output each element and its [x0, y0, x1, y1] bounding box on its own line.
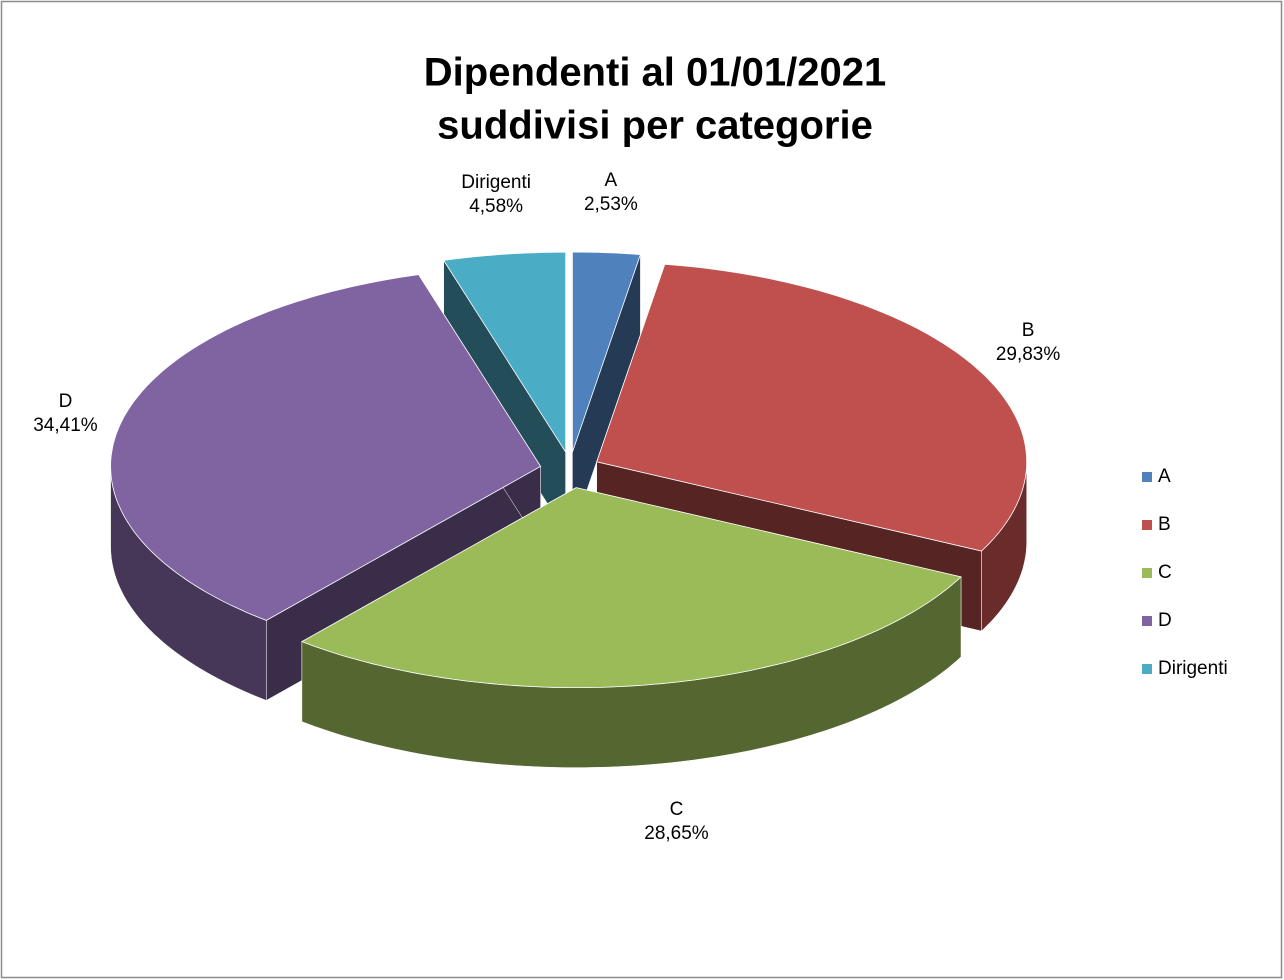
legend-swatch — [1142, 664, 1152, 674]
slice — [443, 251, 567, 454]
data-label-name: A — [605, 170, 618, 191]
legend-label: D — [1158, 610, 1172, 631]
legend-label: B — [1158, 514, 1171, 535]
legend-swatch — [1142, 520, 1152, 530]
slice — [572, 251, 641, 453]
chart-title: suddivisi per categorie — [437, 104, 873, 148]
data-label-value: 34,41% — [33, 415, 98, 436]
legend-label: Dirigenti — [1158, 658, 1228, 679]
data-label-value: 29,83% — [996, 344, 1061, 365]
legend-swatch — [1142, 568, 1152, 578]
data-label-name: B — [1022, 320, 1035, 341]
slice — [110, 274, 542, 621]
data-label-value: 28,65% — [644, 823, 709, 844]
slice — [596, 263, 1028, 552]
data-label-name: C — [670, 799, 684, 820]
chart-title: Dipendenti al 01/01/2021 — [424, 51, 886, 95]
legend-label: A — [1158, 466, 1171, 487]
data-label-value: 2,53% — [584, 194, 638, 215]
data-label-value: 4,58% — [469, 196, 523, 217]
data-label-name: D — [59, 391, 73, 412]
slice — [300, 487, 962, 688]
legend-swatch — [1142, 616, 1152, 626]
legend-label: C — [1158, 562, 1172, 583]
data-label-name: Dirigenti — [461, 172, 531, 193]
legend-swatch — [1142, 472, 1152, 482]
